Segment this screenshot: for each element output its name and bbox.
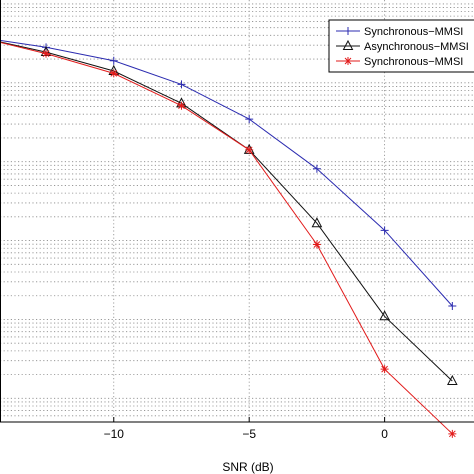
data-point bbox=[344, 27, 352, 35]
data-point bbox=[447, 374, 458, 385]
data-point bbox=[109, 69, 118, 78]
series-1 bbox=[0, 39, 457, 311]
x-ticks: −10 −5 0 bbox=[104, 417, 388, 441]
data-point bbox=[342, 39, 354, 50]
data-point bbox=[311, 217, 323, 228]
legend-label: Synchronous−MMSI bbox=[364, 56, 463, 68]
data-point bbox=[379, 310, 390, 321]
series-line bbox=[0, 39, 453, 307]
series-line bbox=[0, 41, 453, 382]
series-line bbox=[0, 41, 453, 435]
legend-items: Synchronous−MMSI Asynchronous−MMSI Synchro… bbox=[336, 26, 469, 68]
data-point bbox=[448, 302, 457, 311]
data-point bbox=[380, 365, 389, 374]
legend: Synchronous−MMSI Asynchronous−MMSI Synchro… bbox=[328, 19, 474, 73]
data-point bbox=[448, 429, 457, 438]
series-layer bbox=[0, 39, 458, 438]
legend-label: Asynchronous−MMSI bbox=[364, 41, 469, 53]
x-axis-label: SNR (dB) bbox=[222, 460, 273, 474]
data-point bbox=[312, 164, 321, 173]
data-point bbox=[344, 57, 352, 65]
x-tick-label: −5 bbox=[242, 427, 256, 441]
data-point bbox=[380, 226, 389, 235]
data-point bbox=[312, 240, 321, 249]
data-point bbox=[245, 115, 254, 124]
series-3 bbox=[0, 41, 457, 438]
data-point bbox=[109, 56, 118, 65]
legend-label: Synchronous−MMSI bbox=[364, 26, 463, 38]
x-tick-label: 0 bbox=[381, 427, 388, 441]
data-point bbox=[177, 80, 186, 89]
data-point bbox=[42, 49, 51, 58]
x-tick-label: −10 bbox=[104, 427, 125, 441]
data-point bbox=[177, 101, 186, 110]
data-point bbox=[245, 145, 254, 154]
